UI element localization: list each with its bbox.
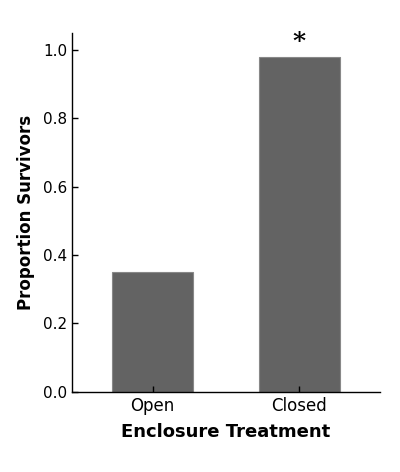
X-axis label: Enclosure Treatment: Enclosure Treatment — [121, 423, 331, 441]
Text: *: * — [293, 30, 306, 53]
Bar — [259, 57, 340, 392]
Y-axis label: Proportion Survivors: Proportion Survivors — [16, 115, 34, 310]
Bar — [112, 272, 193, 392]
